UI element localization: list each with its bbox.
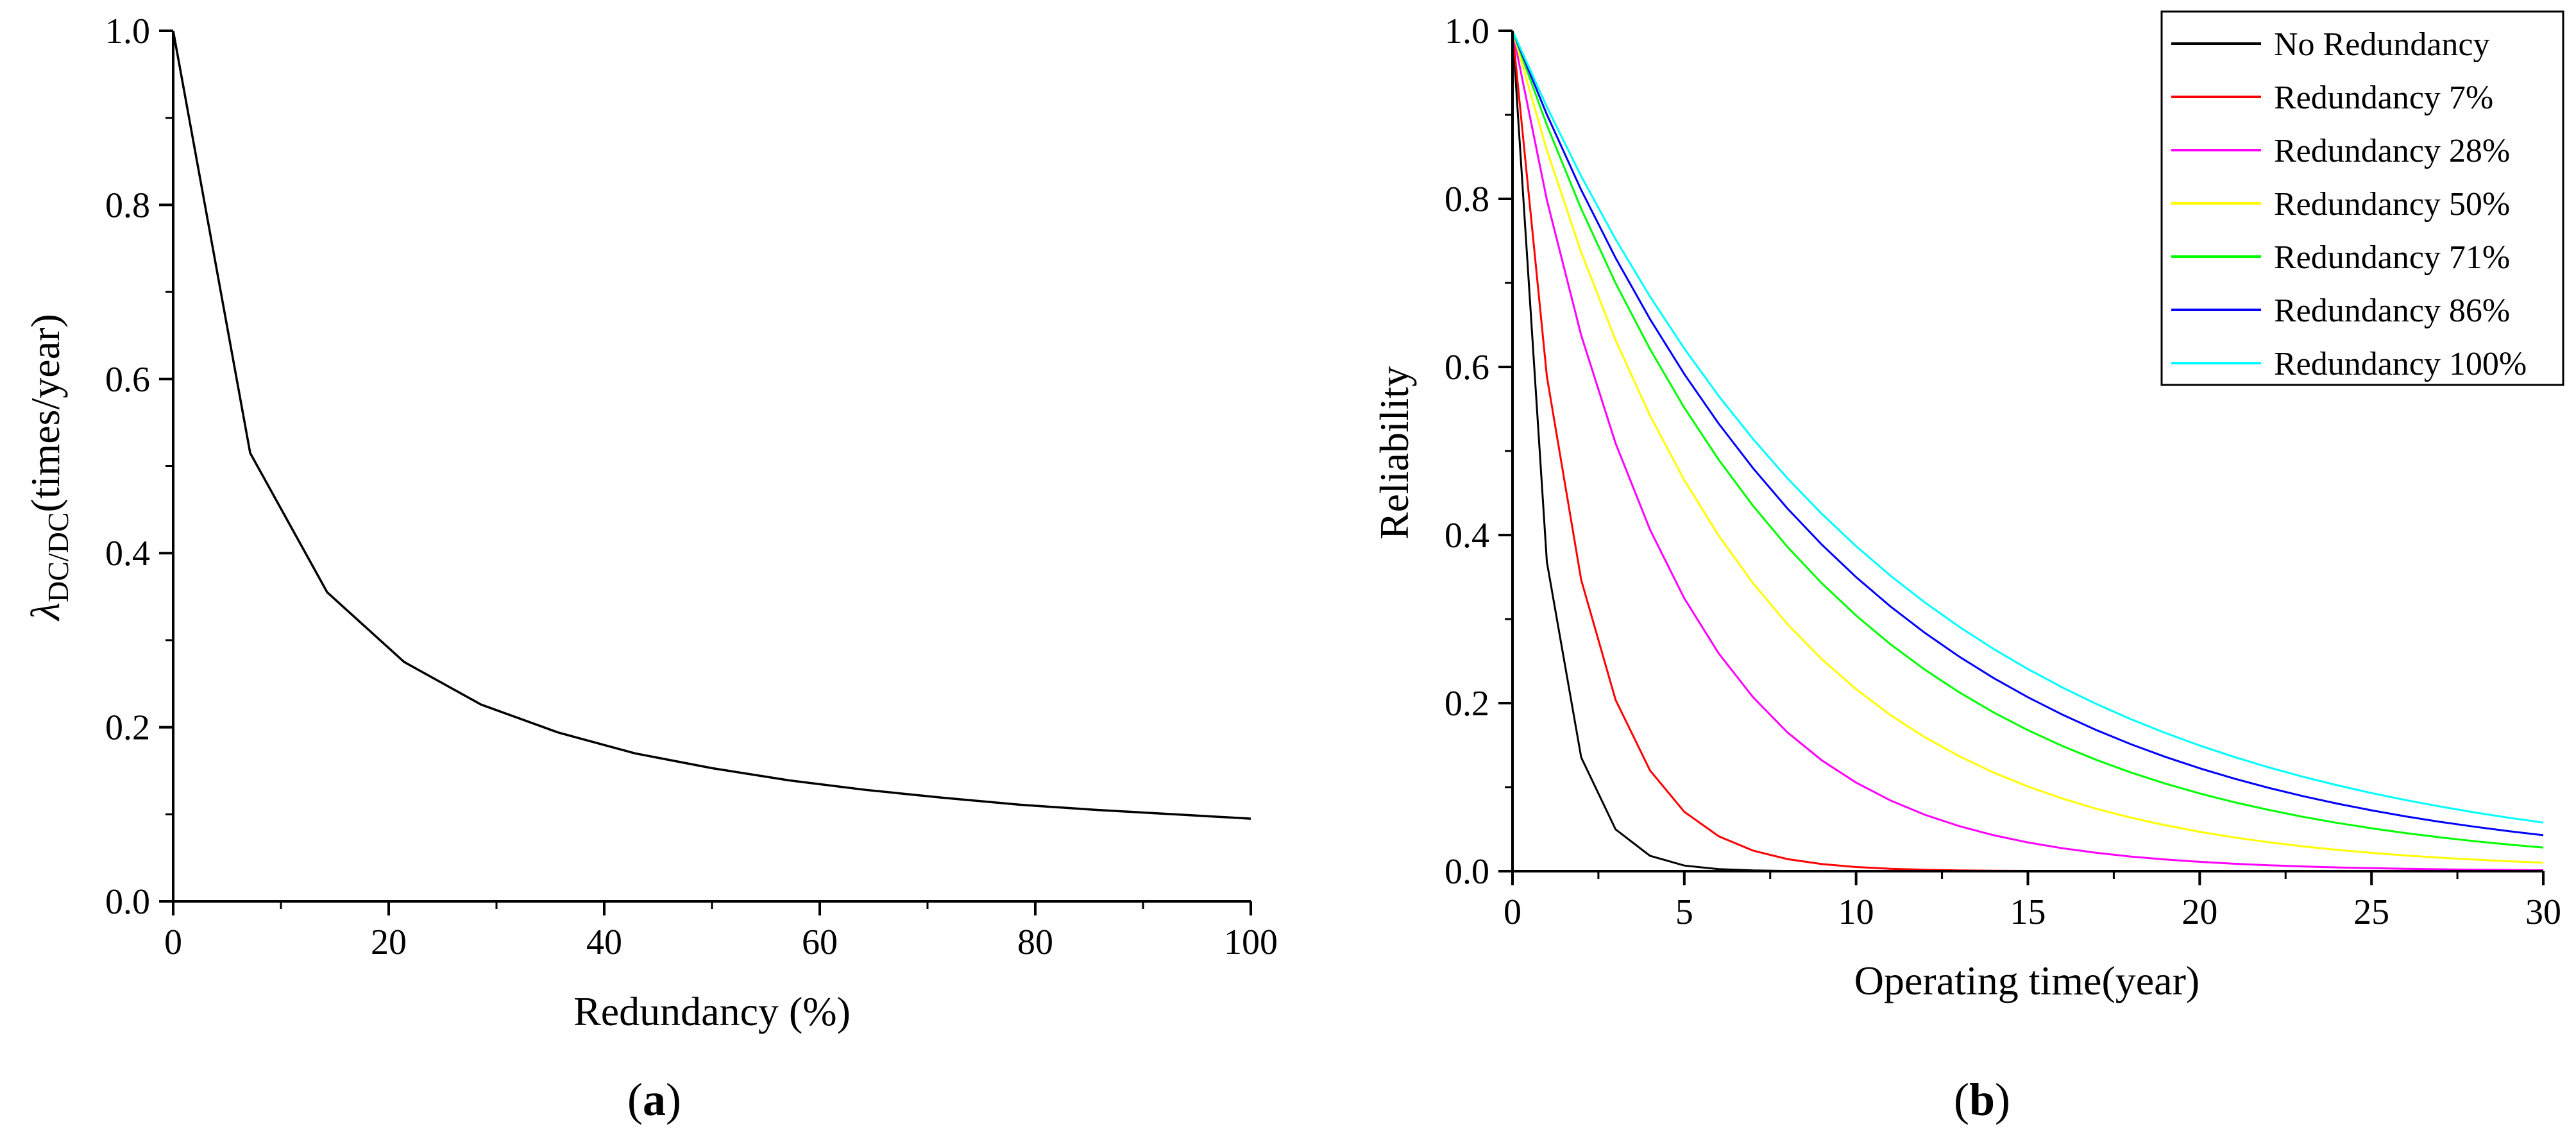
chart-b-series-line bbox=[1511, 30, 2544, 849]
chart-b-series-line bbox=[1511, 30, 2544, 871]
chart-b-legend-label: Redundancy 7% bbox=[2274, 80, 2493, 116]
chart-b-legend-label: Redundancy 28% bbox=[2274, 133, 2510, 169]
chart-b-x-tick-label: 15 bbox=[2010, 892, 2046, 932]
chart-a-y-axis-title-symbol: λ bbox=[22, 602, 68, 622]
chart-a-y-tick-label: 0.8 bbox=[105, 185, 150, 225]
chart-a-panel-label-open: ( bbox=[627, 1074, 643, 1125]
chart-a-y-tick-label: 0.0 bbox=[105, 882, 150, 922]
chart-b-panel-label-open: ( bbox=[1954, 1074, 1969, 1125]
chart-b-x-tick-label: 10 bbox=[1838, 892, 1874, 932]
chart-b-x-tick-label: 25 bbox=[2353, 892, 2389, 932]
chart-b-x-tick-label: 0 bbox=[1504, 892, 1521, 932]
chart-b-series-line bbox=[1511, 30, 2544, 837]
chart-a-x-tick-label: 40 bbox=[586, 923, 622, 962]
chart-b-y-tick-label: 0.2 bbox=[1445, 684, 1489, 724]
chart-a-x-tick-label: 80 bbox=[1017, 923, 1053, 962]
chart-a-x-tick-label: 60 bbox=[802, 923, 838, 962]
chart-a-series bbox=[172, 30, 1251, 820]
chart-b: 0 5 10 15 20 25 30 0.0 0.2 0.4 0.6 0.8 1.0 Operating… bbox=[1371, 10, 2564, 1125]
chart-b-legend: No Redundancy Redundancy 7% Redundancy 28%… bbox=[2160, 10, 2564, 386]
chart-b-panel-label: (b) bbox=[1954, 1074, 2010, 1125]
chart-a-x-tick-label: 100 bbox=[1224, 923, 1278, 962]
chart-a-y-tick-label: 0.2 bbox=[105, 708, 150, 748]
chart-b-series-line bbox=[1511, 30, 2544, 864]
chart-b-x-tick-label: 5 bbox=[1675, 892, 1693, 932]
chart-b-panel-label-close: ) bbox=[1995, 1074, 2010, 1125]
chart-b-panel-label-letter: b bbox=[1969, 1074, 1995, 1125]
chart-b-series-line bbox=[1511, 30, 2544, 824]
chart-a-panel-label: (a) bbox=[627, 1074, 681, 1125]
chart-b-legend-frame bbox=[2160, 10, 2564, 386]
chart-b-legend-label: Redundancy 50% bbox=[2274, 186, 2510, 223]
chart-a-tick-labels: 0 20 40 60 80 100 0.0 0.2 0.4 0.6 0.8 1.0 bbox=[105, 12, 1278, 962]
chart-b-x-tick-label: 30 bbox=[2525, 892, 2561, 932]
chart-a-y-axis-title: λDC/DC(times/year) bbox=[22, 314, 74, 622]
chart-a-x-tick-label: 20 bbox=[371, 923, 407, 962]
chart-b-ticks bbox=[1498, 30, 2545, 885]
chart-a-panel-label-letter: a bbox=[643, 1074, 666, 1125]
chart-a-x-axis-title: Redundancy (%) bbox=[573, 989, 851, 1034]
chart-b-y-tick-label: 0.6 bbox=[1445, 348, 1489, 387]
chart-b-legend-label: Redundancy 71% bbox=[2274, 239, 2510, 276]
chart-b-x-axis-title: Operating time(year) bbox=[1854, 958, 2199, 1003]
chart-b-y-tick-label: 0.0 bbox=[1445, 852, 1489, 892]
chart-a-y-tick-label: 1.0 bbox=[105, 12, 150, 51]
chart-a-panel-label-close: ) bbox=[666, 1074, 681, 1125]
chart-a-x-tick-label: 0 bbox=[164, 923, 182, 962]
chart-a-series-line bbox=[172, 30, 1251, 820]
chart-a-y-tick-label: 0.4 bbox=[105, 534, 150, 574]
chart-a-y-axis-title-subscript: DC/DC bbox=[42, 512, 74, 602]
chart-b-y-axis-title: Reliability bbox=[1371, 366, 1417, 540]
chart-a: 0 20 40 60 80 100 0.0 0.2 0.4 0.6 0.8 1.0 Redundanc… bbox=[22, 12, 1278, 1125]
chart-a-y-axis-title-rest: (times/year) bbox=[22, 314, 68, 512]
chart-b-y-tick-label: 0.8 bbox=[1445, 180, 1489, 219]
chart-b-legend-label: Redundancy 100% bbox=[2274, 346, 2527, 382]
chart-b-legend-label: No Redundancy bbox=[2274, 26, 2489, 63]
chart-b-x-tick-label: 20 bbox=[2182, 892, 2217, 932]
chart-b-legend-label: Redundancy 86% bbox=[2274, 293, 2510, 329]
chart-b-tick-labels: 0 5 10 15 20 25 30 0.0 0.2 0.4 0.6 0.8 1.0 bbox=[1445, 12, 2561, 932]
chart-a-ticks bbox=[159, 30, 1252, 915]
chart-b-y-tick-label: 0.4 bbox=[1445, 516, 1489, 556]
chart-b-y-tick-label: 1.0 bbox=[1445, 12, 1489, 51]
chart-a-y-tick-label: 0.6 bbox=[105, 360, 150, 400]
